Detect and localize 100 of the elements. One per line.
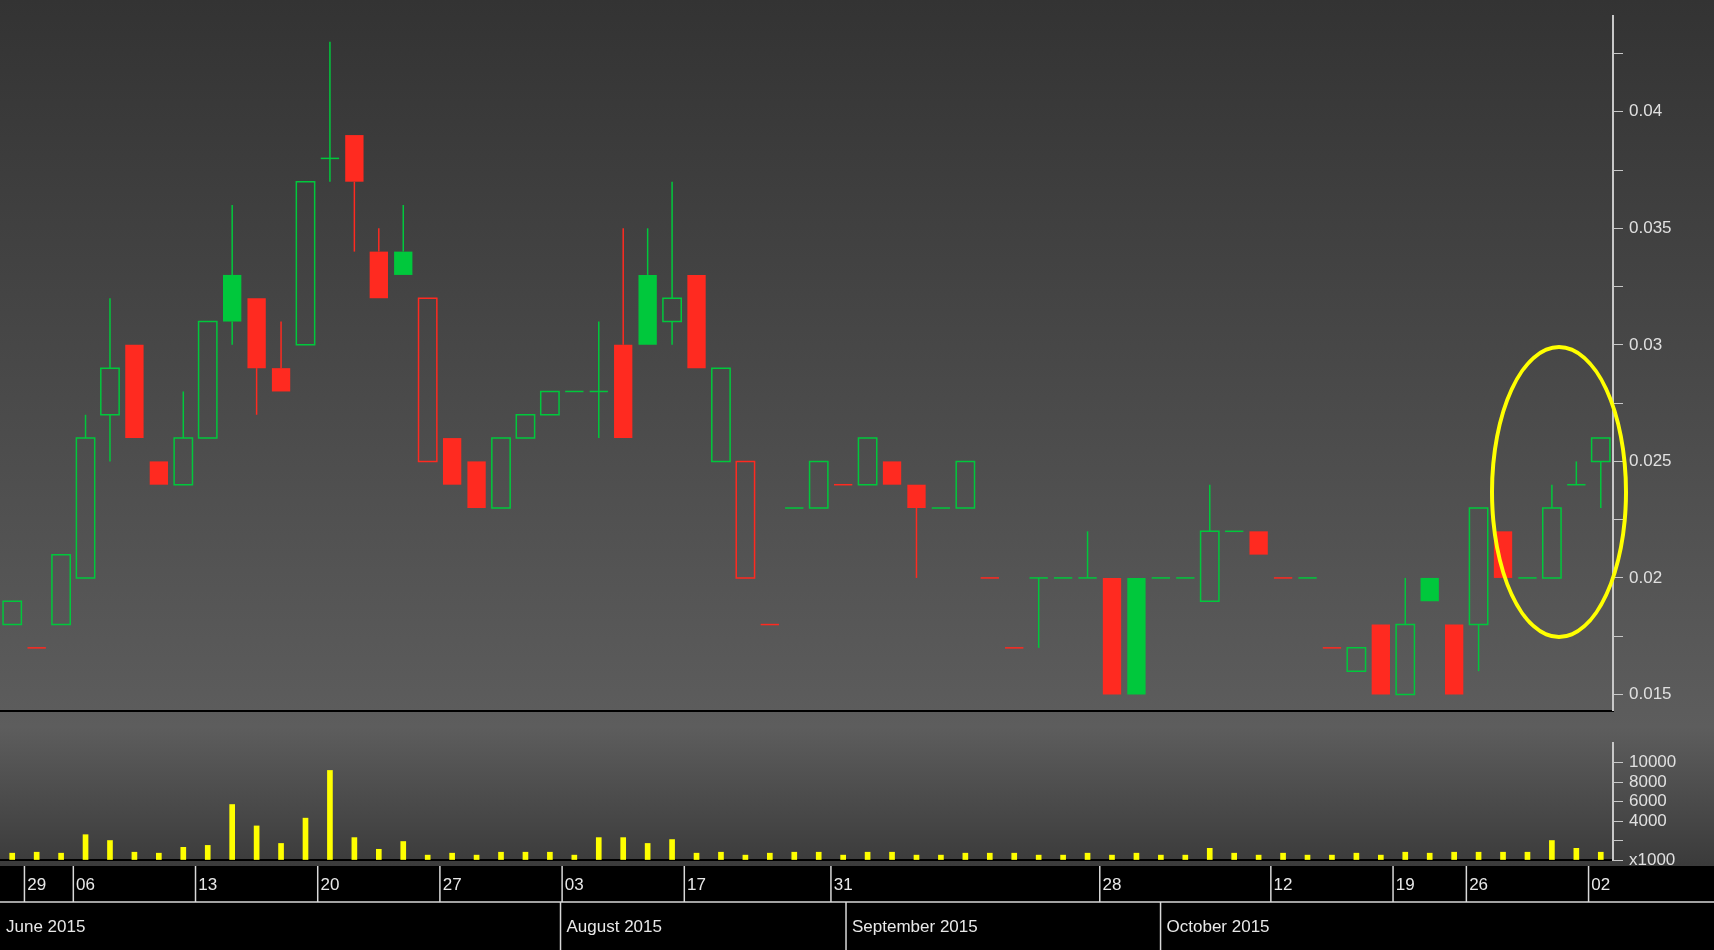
bar (1451, 851, 1457, 860)
candlestick (1395, 577, 1416, 696)
bar (571, 854, 578, 860)
bar (327, 770, 333, 860)
candlestick (614, 227, 633, 439)
candlestick (1541, 483, 1562, 579)
x-tick-label: 02 (1591, 874, 1611, 894)
candlestick (75, 414, 96, 579)
y-tick-label: 0.04 (1629, 101, 1663, 121)
bar (718, 851, 724, 860)
bar (156, 852, 162, 860)
bar (424, 854, 431, 860)
x-tick-label: 26 (1469, 874, 1489, 894)
bar (449, 852, 455, 860)
bar (1280, 852, 1286, 860)
bar (1084, 852, 1091, 860)
bar (229, 804, 235, 860)
text: June 2015 (6, 916, 86, 936)
y-tick-label: 10000 (1629, 752, 1677, 772)
y-tick-label: 8000 (1629, 771, 1667, 791)
bar (180, 847, 187, 860)
bar (107, 840, 113, 860)
bar (669, 839, 675, 860)
bar (1549, 840, 1555, 860)
bar (767, 852, 773, 860)
y-tick-label: 0.02 (1629, 567, 1663, 587)
bar (1011, 852, 1018, 860)
x-tick-label: 27 (442, 874, 462, 894)
bar (547, 851, 553, 860)
bar (1426, 852, 1433, 860)
y-tick-label: 0.025 (1629, 451, 1672, 471)
candlestick (271, 320, 291, 392)
candlestick (345, 135, 364, 253)
y-tick-label: x1000 (1629, 849, 1676, 869)
bar (1206, 847, 1213, 860)
text: September 2015 (852, 916, 978, 936)
bar (1060, 854, 1066, 860)
x-tick-label: 06 (76, 874, 95, 894)
candlestick (638, 227, 657, 345)
x-tick-label: 12 (1273, 874, 1293, 894)
bar (1402, 851, 1409, 860)
x-tick-label: 17 (687, 874, 706, 894)
bar (1035, 854, 1042, 860)
candlestick (173, 390, 194, 486)
bar (938, 854, 944, 860)
bar (1158, 854, 1164, 860)
y-tick-label: 4000 (1629, 810, 1667, 830)
x-tick-label: 03 (564, 874, 584, 894)
bar (791, 851, 798, 860)
bar (693, 852, 700, 860)
bar (1231, 852, 1238, 860)
candlestick (1029, 577, 1048, 649)
bar (815, 851, 822, 860)
y-tick-label: 0.015 (1629, 684, 1672, 704)
bar (840, 854, 846, 860)
text: August 2015 (566, 916, 662, 936)
bar (1182, 854, 1189, 860)
bar (58, 852, 64, 860)
x-tick-label: 13 (198, 874, 218, 894)
candlestick (907, 484, 926, 579)
text: October 2015 (1166, 916, 1270, 936)
bar (986, 852, 993, 860)
bar (351, 837, 358, 860)
y-tick-label: 0.03 (1629, 334, 1663, 354)
x-tick-label: 19 (1395, 874, 1415, 894)
candlestick (1590, 437, 1611, 509)
x-tick-label: 20 (320, 874, 340, 894)
bar (498, 851, 504, 860)
y-tick-label: 0.035 (1629, 218, 1672, 237)
candlestick (662, 180, 682, 346)
bar (1133, 852, 1140, 860)
bar (595, 837, 602, 860)
candlestick (394, 204, 413, 275)
candlestick (223, 204, 242, 346)
y-tick-label: 6000 (1629, 791, 1667, 811)
bar (82, 834, 89, 860)
candlestick (1199, 483, 1220, 602)
bar (962, 852, 969, 860)
bar (1109, 854, 1115, 860)
bar (1353, 852, 1360, 860)
bar (1573, 847, 1580, 860)
bar (889, 851, 895, 860)
candlestick (1078, 530, 1097, 579)
bar (204, 845, 211, 860)
candlestick (369, 227, 388, 299)
bar (400, 841, 407, 860)
bar (620, 837, 627, 860)
candlestick (247, 298, 266, 416)
bar (375, 848, 382, 860)
bar (1500, 851, 1506, 860)
bar (278, 843, 284, 860)
x-tick-label: 28 (1102, 874, 1122, 894)
x-tick-label: 29 (27, 874, 47, 894)
bar (1378, 854, 1384, 860)
bar (9, 852, 16, 860)
x-tick-label: 31 (833, 874, 853, 894)
bar (1329, 854, 1335, 860)
candlestick (100, 297, 120, 463)
bar (1597, 851, 1604, 860)
candlestick (1468, 507, 1489, 672)
